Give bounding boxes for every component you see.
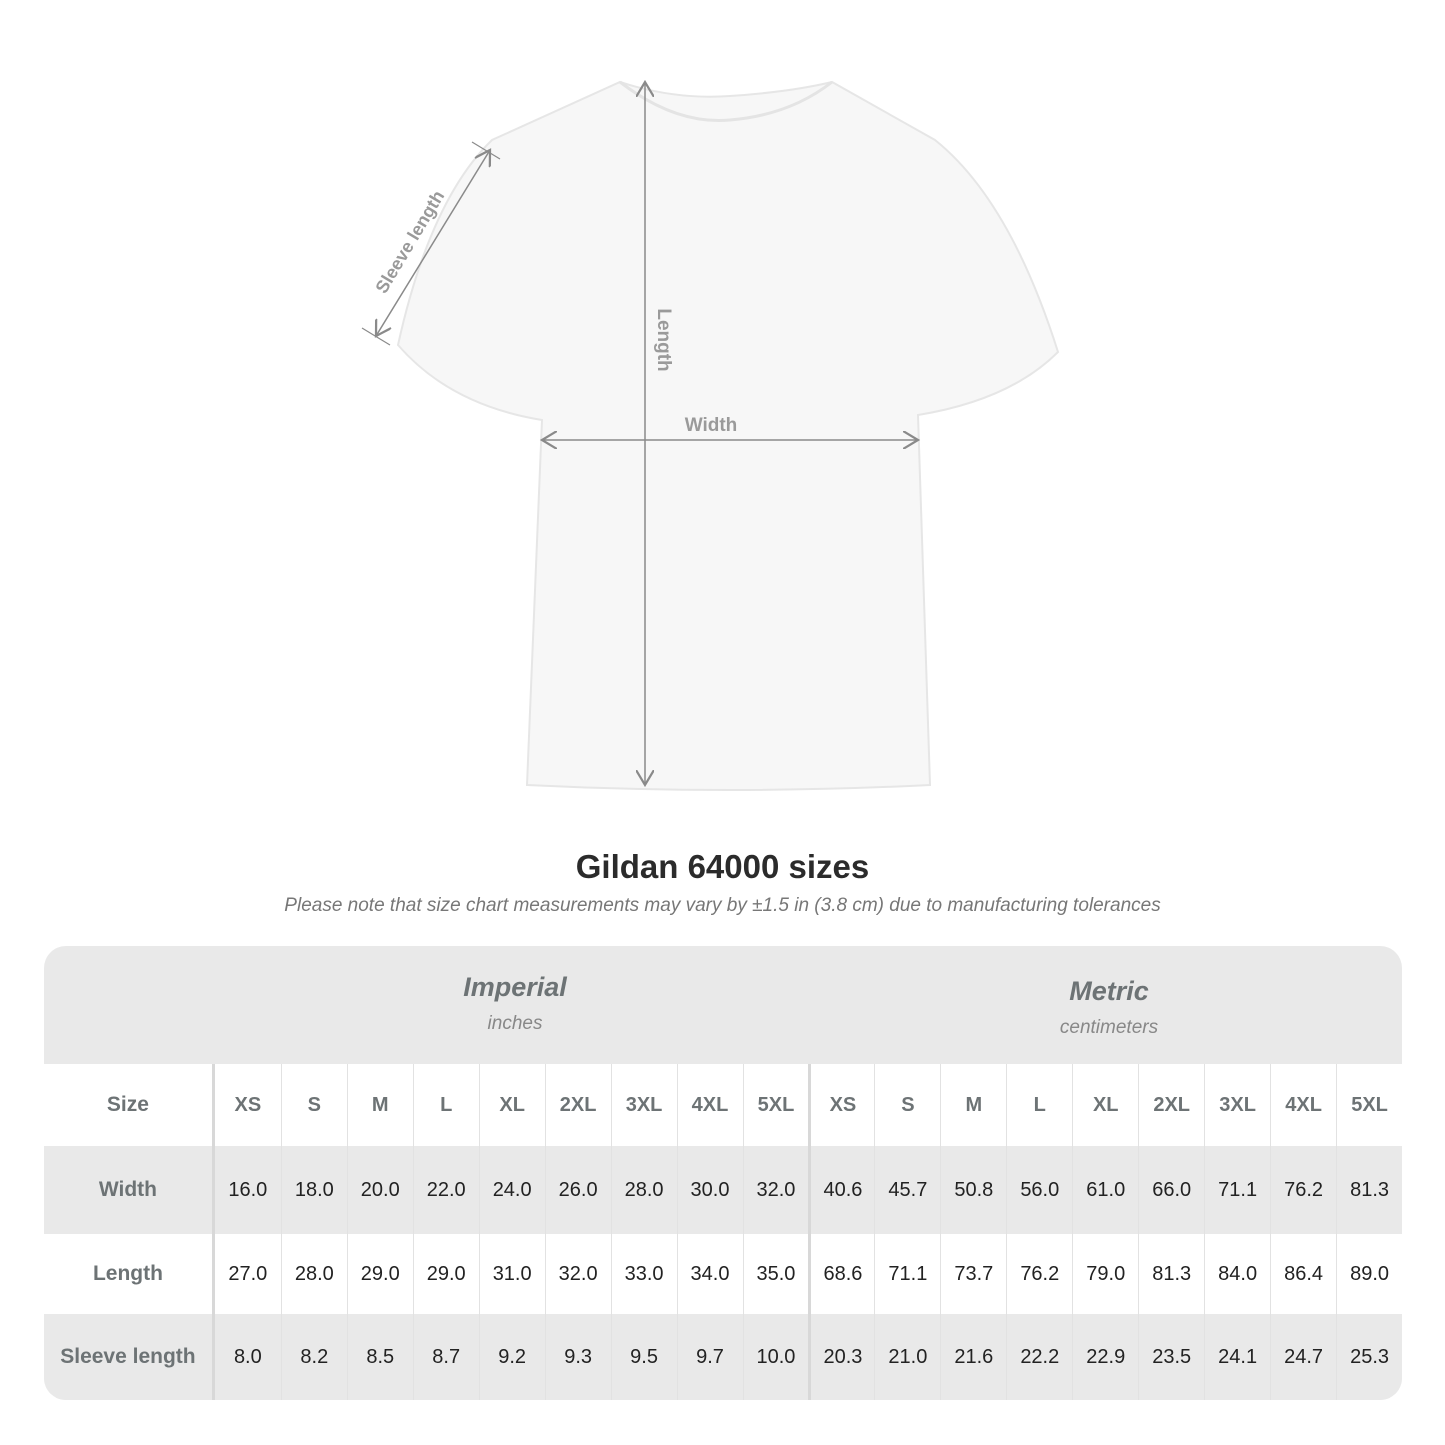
value-cell: 8.5: [346, 1314, 413, 1400]
value-cell: 50.8: [940, 1146, 1006, 1234]
size-header-cell: L: [412, 1064, 479, 1146]
size-header-cell: S: [874, 1064, 940, 1146]
value-cell: 22.9: [1072, 1314, 1138, 1400]
size-header-cell: M: [940, 1064, 1006, 1146]
size-label: Size: [44, 1064, 215, 1146]
row-label: Width: [44, 1146, 215, 1234]
value-cell: 29.0: [346, 1234, 413, 1314]
value-cell: 20.0: [346, 1146, 413, 1234]
row-label: Sleeve length: [44, 1314, 215, 1400]
tshirt-shape: [396, 80, 1060, 791]
size-header-cell: 4XL: [676, 1064, 743, 1146]
size-header-cell: XL: [1072, 1064, 1138, 1146]
imperial-header: Imperial inches: [215, 946, 815, 1064]
metric-unit: centimeters: [1059, 1017, 1159, 1038]
size-header-cell: XS: [808, 1064, 874, 1146]
size-header-cell: 3XL: [610, 1064, 677, 1146]
value-cell: 10.0: [742, 1314, 809, 1400]
value-cell: 81.3: [1336, 1146, 1402, 1234]
value-cell: 24.7: [1270, 1314, 1336, 1400]
value-cell: 9.3: [544, 1314, 611, 1400]
imperial-title: Imperial: [463, 972, 567, 1002]
value-cell: 34.0: [676, 1234, 743, 1314]
value-cell: 22.0: [412, 1146, 479, 1234]
size-table: Imperial inches Metric centimeters Size X…: [44, 946, 1402, 1400]
value-cell: 32.0: [742, 1146, 809, 1234]
value-cell: 8.2: [280, 1314, 347, 1400]
value-cell: 33.0: [610, 1234, 677, 1314]
value-cell: 66.0: [1138, 1146, 1204, 1234]
value-cell: 71.1: [874, 1234, 940, 1314]
size-header-cell: XS: [234, 1093, 262, 1116]
value-cell: 23.5: [1138, 1314, 1204, 1400]
size-header-cell: S: [280, 1064, 347, 1146]
value-cell: 76.2: [1006, 1234, 1072, 1314]
value-cell: 76.2: [1270, 1146, 1336, 1234]
value-cell: 22.2: [1006, 1314, 1072, 1400]
value-cell: 86.4: [1270, 1234, 1336, 1314]
value-cell: 8.7: [412, 1314, 479, 1400]
value-cell: 61.0: [1072, 1146, 1138, 1234]
value-cell: 71.1: [1204, 1146, 1270, 1234]
tshirt-diagram: Length Width Sleeve length: [361, 0, 1060, 791]
size-header-cell: 3XL: [1204, 1064, 1270, 1146]
value-cell: 9.2: [478, 1314, 545, 1400]
metric-header: Metric centimeters: [809, 946, 1402, 1064]
value-cell: 26.0: [544, 1146, 611, 1234]
value-cell: 29.0: [412, 1234, 479, 1314]
value-cell: 68.6: [808, 1234, 874, 1314]
width-label: Width: [685, 415, 738, 436]
size-header-cell: 5XL: [1336, 1064, 1402, 1146]
tolerance-note: Please note that size chart measurements…: [284, 895, 1161, 916]
value-cell: 79.0: [1072, 1234, 1138, 1314]
size-header-cell: L: [1006, 1064, 1072, 1146]
metric-title: Metric: [1069, 976, 1149, 1006]
value-cell: 16.0: [228, 1178, 268, 1201]
value-cell: 28.0: [610, 1146, 677, 1234]
value-cell: 30.0: [676, 1146, 743, 1234]
page-title: Gildan 64000 sizes: [575, 848, 870, 885]
size-header-cell: 5XL: [742, 1064, 809, 1146]
size-header-cell: 2XL: [1138, 1064, 1204, 1146]
size-header-cell: 2XL: [544, 1064, 611, 1146]
value-cell: 56.0: [1006, 1146, 1072, 1234]
value-cell: 89.0: [1336, 1234, 1402, 1314]
value-cell: 28.0: [280, 1234, 347, 1314]
size-header-cell: M: [346, 1064, 413, 1146]
value-cell: 9.7: [676, 1314, 743, 1400]
value-cell: 20.3: [808, 1314, 874, 1400]
sleeve-arrow: [376, 150, 490, 336]
value-cell: 25.3: [1336, 1314, 1402, 1400]
size-header-row: Size XS S M L XL 2XL 3XL 4XL 5XL XS S M L XL 2XL 3XL 4XL 5…: [44, 1064, 1402, 1146]
table-row: Width 16.0 18.0 20.0 22.0 24.0 26.0 28.0 30.0 32.…: [44, 1146, 1402, 1234]
value-cell: 27.0: [228, 1262, 268, 1285]
imperial-unit: inches: [487, 1013, 543, 1034]
value-cell: 35.0: [742, 1234, 809, 1314]
size-header-cell: XL: [478, 1064, 545, 1146]
table-row: Sleeve length 8.0 8.2 8.5 8.7 9.2 9.3 9.5 9.7 10.…: [44, 1314, 1402, 1400]
value-cell: 40.6: [808, 1146, 874, 1234]
value-cell: 81.3: [1138, 1234, 1204, 1314]
size-header-cell: 4XL: [1270, 1064, 1336, 1146]
table-row: Length 27.0 28.0 29.0 29.0 31.0 32.0 33.0 34.0 35…: [44, 1234, 1402, 1314]
value-cell: 9.5: [610, 1314, 677, 1400]
value-cell: 21.6: [940, 1314, 1006, 1400]
value-cell: 73.7: [940, 1234, 1006, 1314]
value-cell: 31.0: [478, 1234, 545, 1314]
value-cell: 8.0: [233, 1345, 262, 1368]
value-cell: 21.0: [874, 1314, 940, 1400]
value-cell: 32.0: [544, 1234, 611, 1314]
value-cell: 18.0: [280, 1146, 347, 1234]
value-cell: 84.0: [1204, 1234, 1270, 1314]
row-label: Length: [44, 1234, 215, 1314]
length-label: Length: [653, 308, 674, 371]
value-cell: 45.7: [874, 1146, 940, 1234]
value-cell: 24.0: [478, 1146, 545, 1234]
value-cell: 24.1: [1204, 1314, 1270, 1400]
